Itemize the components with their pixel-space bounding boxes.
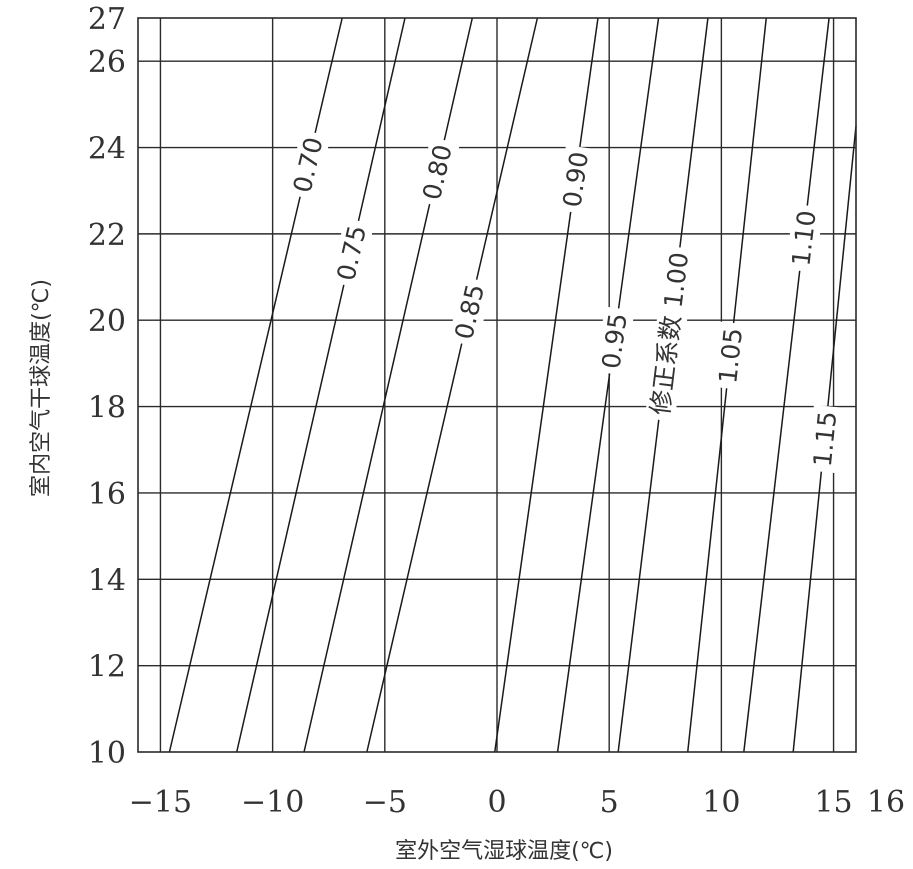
- coef-line-4: [366, 17, 539, 753]
- y-tick-10: 10: [88, 736, 126, 771]
- y-tick-16: 16: [88, 477, 126, 512]
- y-tick-labels: 10 12 14 16 18 20 22 24 26 27: [88, 2, 126, 771]
- coef-line-2: [235, 17, 406, 753]
- x-tick-10: 10: [702, 785, 740, 820]
- coef-label-bg-7: [644, 245, 696, 422]
- coef-label-bg-4: [448, 276, 493, 348]
- y-tick-14: 14: [88, 563, 126, 598]
- coef-label-4: 0.85: [449, 281, 490, 342]
- coef-label-group-1: 0.70: [286, 129, 331, 201]
- y-tick-20: 20: [88, 304, 126, 339]
- y-axis-title: 室内空气干球温度(℃): [29, 279, 54, 497]
- coef-label-group-6: 0.95: [595, 306, 635, 376]
- x-tick-16: 16: [867, 785, 905, 820]
- coef-label-bg-8: [712, 321, 750, 390]
- coef-label-group-10: 1.15: [807, 404, 844, 474]
- x-tick-0: 0: [487, 785, 506, 820]
- coef-label-group-9: 1.10: [785, 203, 824, 273]
- coef-label-10: 1.15: [808, 410, 842, 468]
- x-tick-labels: −15 −10 −5 0 5 10 15 16: [129, 785, 905, 820]
- coef-label-group-7: 修正系数 1.00: [644, 245, 696, 422]
- coef-label-bg-2: [330, 217, 375, 289]
- coef-label-bg-1: [286, 129, 331, 201]
- x-tick-minus-5: −5: [363, 785, 407, 820]
- coef-label-7: 修正系数 1.00: [645, 251, 694, 417]
- coef-label-group-4: 0.85: [448, 276, 493, 348]
- x-tick-5: 5: [600, 785, 619, 820]
- y-tick-12: 12: [88, 650, 126, 685]
- coef-label-group-5: 0.90: [556, 145, 596, 215]
- y-tick-24: 24: [88, 132, 126, 167]
- coef-label-5: 0.90: [558, 150, 594, 209]
- coef-line-9: [743, 17, 830, 753]
- coef-label-bg-9: [785, 203, 824, 273]
- coef-label-group-8: 1.05: [712, 321, 750, 390]
- coefficient-labels: 0.700.75 0.80 0.85 0.90 0.95 修正系数 1.00 1.05 1.1…: [286, 129, 844, 474]
- y-tick-27: 27: [88, 2, 126, 37]
- y-tick-18: 18: [88, 391, 126, 426]
- y-tick-22: 22: [88, 218, 126, 253]
- coef-label-bg-5: [556, 145, 596, 215]
- x-tick-15: 15: [814, 785, 852, 820]
- coef-label-bg-3: [415, 137, 460, 208]
- coef-label-bg-10: [807, 404, 844, 474]
- grid: [138, 18, 856, 752]
- x-tick-minus-10: −10: [241, 785, 304, 820]
- coef-label-group-2: 0.75: [330, 217, 375, 289]
- coef-label-8: 1.05: [713, 326, 748, 384]
- coef-line-3: [303, 17, 474, 753]
- coef-line-6: [556, 17, 660, 753]
- x-tick-minus-15: −15: [129, 785, 192, 820]
- coef-line-1: [168, 17, 343, 753]
- coef-label-3: 0.80: [417, 142, 458, 203]
- coef-label-group-3: 0.80: [415, 137, 460, 208]
- coef-label-9: 1.10: [786, 209, 821, 268]
- x-axis-title: 室外空气湿球温度(℃): [395, 839, 613, 864]
- coef-line-5: [494, 17, 599, 753]
- y-tick-26: 26: [88, 45, 126, 80]
- coef-label-1: 0.70: [288, 134, 329, 195]
- coef-label-2: 0.75: [331, 223, 372, 284]
- plot-frame: [137, 17, 857, 753]
- coef-label-bg-6: [595, 306, 635, 376]
